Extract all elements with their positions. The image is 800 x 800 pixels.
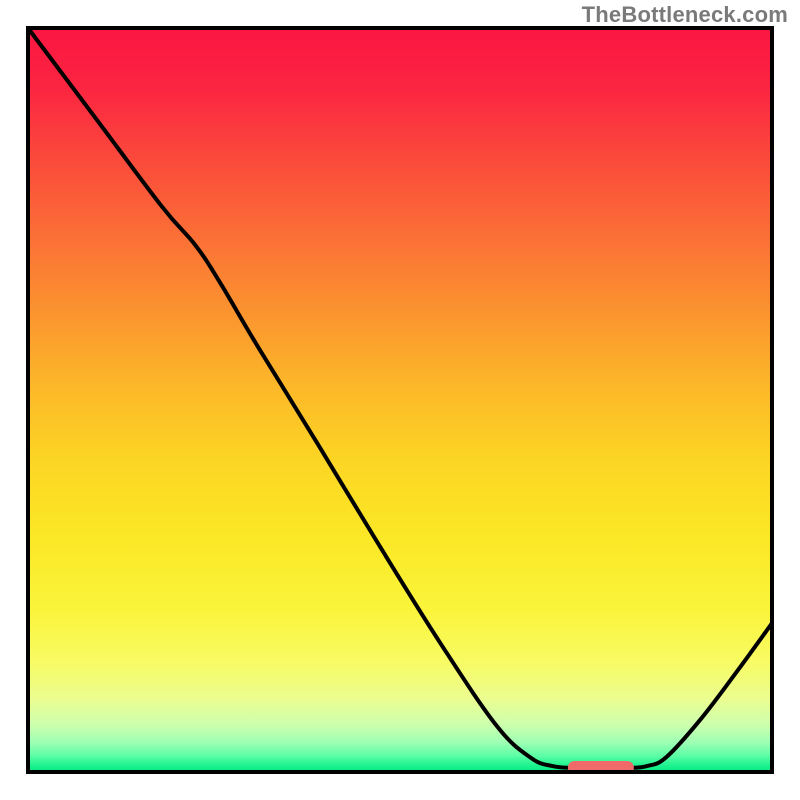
gradient-background (28, 28, 772, 772)
attribution-text: TheBottleneck.com (582, 2, 788, 28)
chart-svg (0, 0, 800, 800)
chart-container: TheBottleneck.com (0, 0, 800, 800)
